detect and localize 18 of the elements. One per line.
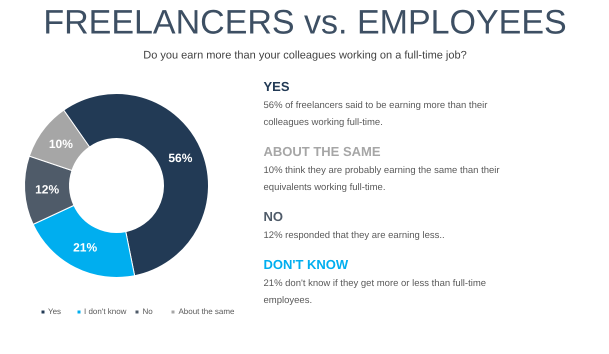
- legend-label: I don't know: [84, 307, 126, 316]
- text: YES: [264, 79, 290, 94]
- legend-label: No: [142, 307, 154, 316]
- text: DON'T KNOW: [264, 257, 349, 272]
- text: Do you earn more than your colleagues working on a full-time job?: [143, 50, 467, 62]
- legend-label: About the same: [178, 307, 234, 316]
- text: 12% responded that they are earning less..: [264, 230, 445, 241]
- text: 10% think they are probably earning the same than their equivalents working full-time.: [264, 165, 500, 193]
- text: FREELANCERS vs. EMPLOYEES: [43, 4, 567, 42]
- data-label: 12%: [35, 182, 60, 196]
- data-label: 56%: [168, 151, 193, 166]
- data-label: 21%: [73, 240, 98, 255]
- text: ABOUT THE SAME: [264, 144, 381, 159]
- text: NO: [264, 209, 283, 224]
- legend-label: Yes: [48, 307, 62, 316]
- text: 21% don't know if they get more or less than full-time employees.: [264, 278, 486, 306]
- data-label: 10%: [48, 136, 74, 151]
- text: 56% of freelancers said to be earning more than their colleagues working full-time.: [264, 100, 488, 128]
